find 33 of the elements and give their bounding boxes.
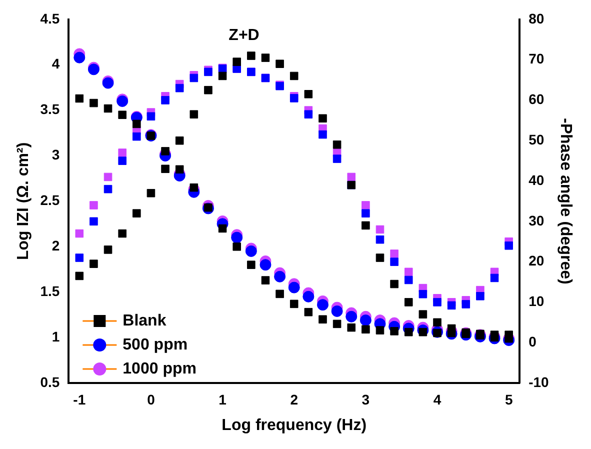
y-tick-label: 2.5 (40, 192, 60, 208)
x-tick-label: 5 (504, 391, 513, 408)
y2-axis-title: -Phase angle (degree) (556, 118, 574, 284)
x-axis-title: Log frequency (Hz) (222, 416, 367, 434)
x-tick-label: 3 (362, 391, 370, 408)
legend-label: Blank (122, 312, 166, 330)
y-tick-label: 4 (52, 56, 60, 72)
x-tick-label: 4 (433, 391, 442, 408)
y2-tick-label: 70 (528, 50, 544, 67)
y2-tick-label: 30 (528, 212, 544, 228)
y-tick-label: 2 (52, 238, 60, 254)
y2-tick-label: 80 (528, 10, 544, 26)
x-tick-label: 2 (290, 391, 298, 408)
y-tick-label: 4.5 (40, 10, 60, 26)
y-tick-label: 1.5 (40, 282, 60, 299)
y2-tick-label: 40 (528, 172, 544, 188)
y-tick-label: 1 (52, 328, 60, 344)
y2-tick-label: 60 (528, 91, 544, 108)
legend-label: 1000 ppm (122, 360, 196, 378)
y2-tick-label: 0 (528, 333, 537, 350)
y2-tick-label: 50 (528, 131, 544, 148)
y-axis-title: Log IZI (Ω. cm²) (15, 142, 32, 260)
y-tick-label: 3.5 (40, 101, 60, 118)
text: Z+D (228, 26, 260, 44)
legend-label: 500 ppm (122, 336, 188, 354)
y2-tick-label: -10 (528, 374, 550, 390)
y2-tick-label: 20 (528, 252, 544, 269)
x-tick-label: -1 (73, 391, 86, 408)
y-tick-label: 0.5 (40, 374, 60, 390)
x-tick-label: 1 (218, 391, 227, 408)
y-tick-label: 3 (52, 146, 60, 163)
y2-tick-label: 10 (528, 293, 544, 310)
x-tick-label: 0 (147, 391, 156, 408)
